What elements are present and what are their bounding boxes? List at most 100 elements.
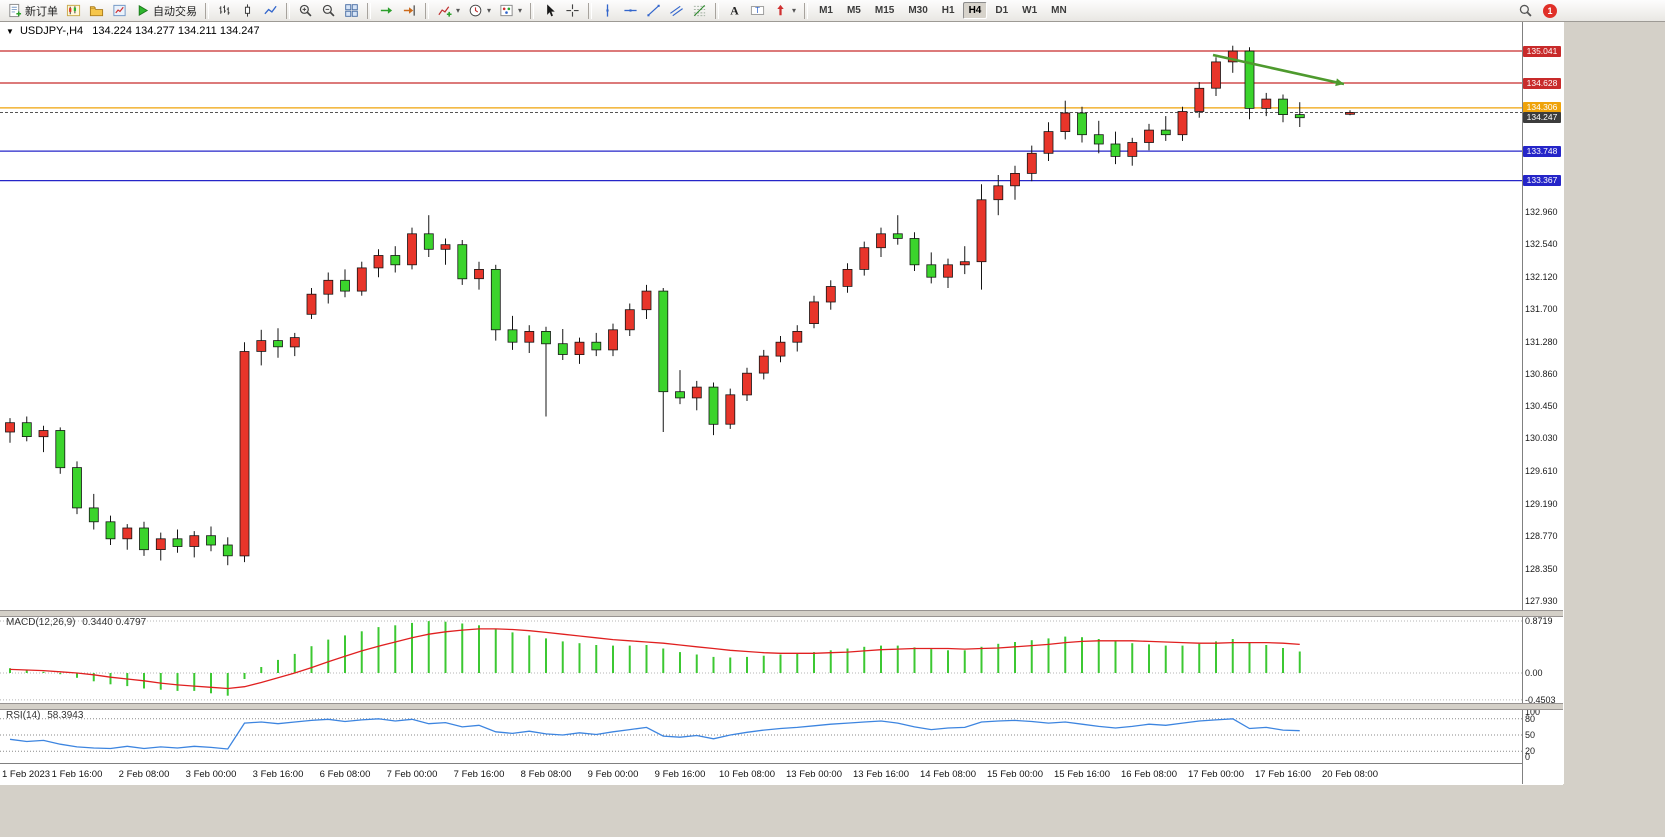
time-axis-label: 3 Feb 00:00 (185, 769, 237, 780)
timeframe-m15-button[interactable]: M15 (874, 5, 895, 16)
candlestick-chart-canvas[interactable] (0, 22, 1522, 610)
arrows-button[interactable]: ▾ (769, 0, 800, 21)
candles-series (5, 45, 1355, 566)
profiles-icon (89, 3, 104, 18)
line-chart-button[interactable] (259, 0, 282, 21)
templates-button[interactable]: ▾ (495, 0, 526, 21)
time-axis-label: 7 Feb 00:00 (386, 769, 438, 780)
price-tick-label: 127.930 (1525, 596, 1558, 607)
market-watch-button[interactable] (108, 0, 131, 21)
price-tick-label: 129.610 (1525, 465, 1558, 476)
trendline-button[interactable] (642, 0, 665, 21)
rsi-panel[interactable]: RSI(14) 58.3943 (0, 708, 1522, 762)
chevron-down-icon[interactable]: ▾ (792, 6, 797, 15)
price-level-lines[interactable] (0, 50, 1522, 182)
toolbar-separator (367, 2, 371, 19)
time-axis-label: 17 Feb 00:00 (1188, 769, 1244, 780)
macd-panel[interactable]: MACD(12,26,9) 0.3440 0.4797 (0, 615, 1522, 703)
toolbar-left-groups: 新订单 自动交易 ▾ ▾ ▾ A T ▾ M1 M5 M15 M30 H1 H4 D1 W1 MN (3, 0, 1074, 21)
auto-scroll-button[interactable] (375, 0, 398, 21)
crosshair-icon (565, 3, 580, 18)
new-order-button[interactable]: 新订单 (3, 0, 62, 21)
macd-values: 0.3440 0.4797 (82, 617, 147, 628)
main-chart-panel[interactable]: ▼ USDJPY-,H4 134.224 134.277 134.211 134… (0, 22, 1522, 610)
chevron-down-icon[interactable]: ▾ (487, 6, 492, 15)
time-axis-label: 1 Feb 16:00 (51, 769, 103, 780)
trend-arrow-annotation[interactable] (1212, 53, 1345, 87)
price-level-chip: 134.306 (1523, 102, 1561, 114)
time-axis-label: 3 Feb 16:00 (252, 769, 304, 780)
chart-workspace: ▼ USDJPY-,H4 134.224 134.277 134.211 134… (0, 22, 1665, 837)
toolbar-separator (286, 2, 290, 19)
tile-icon (344, 3, 359, 18)
zoom-out-button[interactable] (317, 0, 340, 21)
time-axis-label: 9 Feb 16:00 (654, 769, 706, 780)
price-tick-label: 131.280 (1525, 336, 1558, 347)
cursor-button[interactable] (538, 0, 561, 21)
timeframe-w1-button[interactable]: W1 (1022, 5, 1038, 16)
time-axis-label: 13 Feb 00:00 (786, 769, 842, 780)
macd-canvas[interactable] (0, 615, 1522, 703)
search-button[interactable] (1514, 0, 1537, 21)
timeframe-h1-button[interactable]: H1 (941, 5, 955, 16)
toolbar-right-groups: 1 (1514, 0, 1557, 21)
time-axis[interactable]: 1 Feb 2023 1 Feb 16:00 2 Feb 08:00 3 Feb 00… (0, 763, 1563, 785)
text-label-button[interactable]: T (746, 0, 769, 21)
channel-button[interactable] (665, 0, 688, 21)
time-axis-label: 10 Feb 08:00 (719, 769, 775, 780)
price-tick-label: 129.190 (1525, 498, 1558, 509)
indicators-button[interactable]: ▾ (433, 0, 464, 21)
symbol-ohlc-header: ▼ USDJPY-,H4 134.224 134.277 134.211 134… (6, 25, 260, 37)
crosshair-button[interactable] (561, 0, 584, 21)
time-axis-label: 20 Feb 08:00 (1322, 769, 1378, 780)
timeframe-h4-button[interactable]: H4 (962, 2, 988, 19)
panel-splitter[interactable] (0, 610, 1563, 617)
timeframe-d1-button[interactable]: D1 (995, 5, 1009, 16)
timeframe-m5-button[interactable]: M5 (846, 5, 861, 16)
hline-icon (623, 3, 638, 18)
autotrading-button[interactable]: 自动交易 (131, 0, 201, 21)
ohlc-values: 134.224 134.277 134.211 134.247 (92, 25, 260, 37)
rsi-axis-label: 100 (1525, 707, 1541, 717)
timeframe-m30-button[interactable]: M30 (908, 5, 928, 16)
toolbar-separator (804, 2, 809, 19)
notification-badge[interactable]: 1 (1543, 3, 1557, 18)
periods-button[interactable]: ▾ (464, 0, 495, 21)
timeframe-mn-button[interactable]: MN (1051, 5, 1067, 16)
rsi-value: 58.3943 (47, 710, 84, 721)
toolbar-separator (715, 2, 720, 19)
zoom-in-button[interactable] (294, 0, 317, 21)
panel-splitter[interactable] (0, 703, 1563, 710)
toolbar-separator (530, 2, 535, 19)
arrows-icon (773, 3, 788, 18)
collapse-arrow-icon[interactable]: ▼ (6, 27, 14, 36)
charts-button[interactable] (62, 0, 85, 21)
search-icon (1518, 3, 1533, 18)
candlestick-chart-button[interactable] (236, 0, 259, 21)
fibonacci-icon (692, 3, 707, 18)
rsi-axis-label: 0 (1525, 752, 1531, 762)
new-order-icon (7, 3, 22, 18)
clock-icon (468, 3, 483, 18)
vertical-line-button[interactable] (596, 0, 619, 21)
svg-text:A: A (730, 4, 739, 17)
tile-windows-button[interactable] (340, 0, 363, 21)
price-level-chip: 133.367 (1523, 175, 1561, 187)
profiles-button[interactable] (85, 0, 108, 21)
macd-axis-label: -0.4503 (1525, 694, 1556, 705)
time-axis-label: 15 Feb 00:00 (987, 769, 1043, 780)
timeframe-m1-button[interactable]: M1 (819, 5, 833, 16)
fibonacci-button[interactable] (688, 0, 711, 21)
chevron-down-icon[interactable]: ▾ (518, 6, 523, 15)
horizontal-line-button[interactable] (619, 0, 642, 21)
price-tick-label: 132.540 (1525, 239, 1558, 250)
rsi-canvas[interactable] (0, 708, 1522, 762)
chevron-down-icon[interactable]: ▾ (456, 6, 461, 15)
autoscroll-icon (379, 3, 394, 18)
rsi-axis-label: 20 (1525, 746, 1536, 757)
bar-chart-button[interactable] (213, 0, 236, 21)
text-button[interactable]: A (723, 0, 746, 21)
chart-shift-button[interactable] (398, 0, 421, 21)
price-tick-label: 130.860 (1525, 369, 1558, 380)
price-tick-label: 128.770 (1525, 531, 1558, 542)
